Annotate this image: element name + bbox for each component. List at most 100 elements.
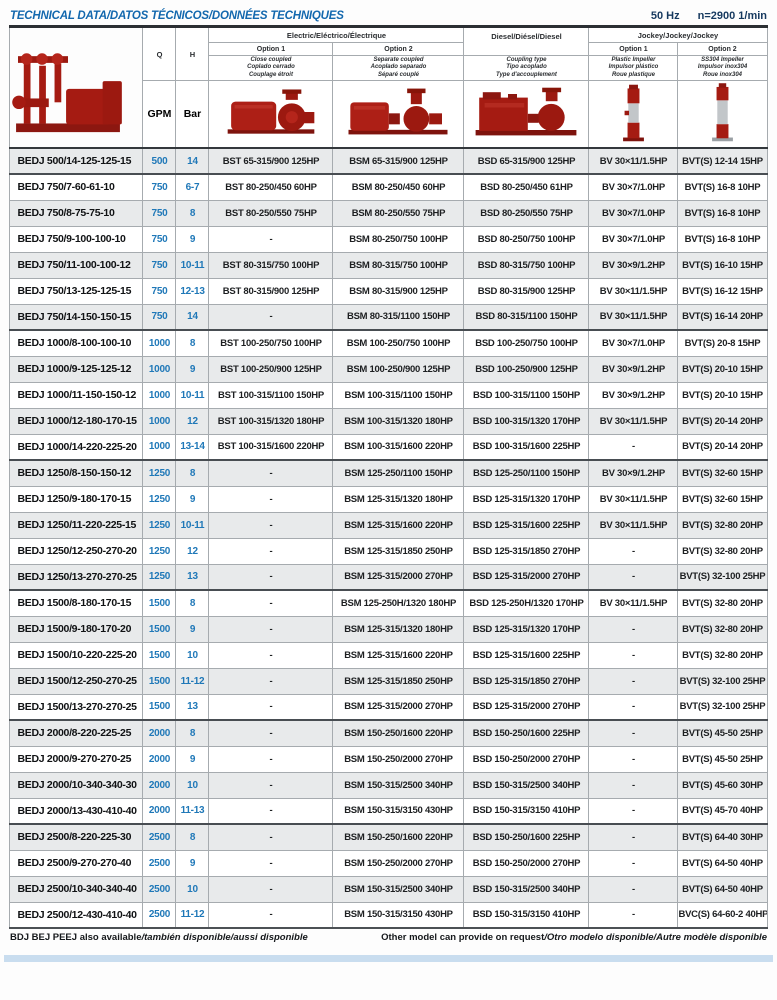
electric-separate-coupled-cell: BSM 80-315/1100 150HP	[332, 303, 465, 331]
electric-close-coupled-cell: BST 100-250/750 100HP	[208, 329, 334, 357]
jockey-option1-cell: -	[588, 875, 679, 903]
electric-close-coupled-cell: -	[208, 459, 334, 487]
electric-close-coupled-cell: -	[208, 537, 334, 565]
electric-separate-coupled-cell: BSM 80-315/750 100HP	[332, 251, 465, 279]
technical-data-table: Q H Electric/Eléctrico/Électrique Diesel…	[9, 25, 768, 929]
diesel-cell: BSD 80-315/900 125HP	[463, 277, 590, 305]
footnote-right-alt: /Otro modelo disponible/Autre modèle dis…	[544, 932, 767, 943]
table-body: BEDJ 500/14-125-125-15 500 14 BST 65-315…	[9, 147, 768, 929]
footnote-left: BDJ BEJ PEEJ also available/también disp…	[10, 932, 308, 943]
jockey-option2-cell: BVT(S) 32-80 20HP	[677, 537, 768, 565]
electric-separate-coupled-cell: BSM 150-250/1600 220HP	[332, 719, 465, 747]
head-cell: 9	[175, 355, 210, 383]
table-row: BEDJ 2000/9-270-270-25 2000 9 - BSM 150-…	[9, 745, 768, 773]
model-cell: BEDJ 1500/8-180-170-15	[9, 589, 144, 617]
electric-separate-coupled-cell: BSM 80-250/450 60HP	[332, 173, 465, 201]
electric-close-coupled-cell: -	[208, 225, 334, 253]
diesel-cell: BSD 125-315/2000 270HP	[463, 563, 590, 591]
jockey-option1-cell: BV 30×7/1.0HP	[588, 199, 679, 227]
diesel-cell: BSD 80-250/450 61HP	[463, 173, 590, 201]
flow-cell: 1000	[142, 381, 177, 409]
jockey-option2-cell: BVT(S) 32-80 20HP	[677, 641, 768, 669]
electric-separate-coupled-cell: BSM 125-315/1600 220HP	[332, 641, 465, 669]
flow-cell: 750	[142, 225, 177, 253]
bottom-divider-bar	[4, 955, 773, 962]
model-cell: BEDJ 1250/12-250-270-20	[9, 537, 144, 565]
footnote: BDJ BEJ PEEJ also available/también disp…	[10, 932, 767, 943]
diesel-cell: BSD 100-250/900 125HP	[463, 355, 590, 383]
q-column-header: Q	[142, 26, 177, 81]
model-cell: BEDJ 1000/12-180-170-15	[9, 407, 144, 435]
footnote-left-alt: /también disponible/aussi disponible	[141, 932, 308, 943]
head-cell: 14	[175, 303, 210, 331]
electric-separate-coupled-cell: BSM 125-250H/1320 180HP	[332, 589, 465, 617]
table-row: BEDJ 750/14-150-150-15 750 14 - BSM 80-3…	[9, 303, 768, 331]
electric-close-coupled-cell: -	[208, 823, 334, 851]
table-row: BEDJ 2500/12-430-410-40 2500 11-12 - BSM…	[9, 901, 768, 929]
model-cell: BEDJ 1500/12-250-270-25	[9, 667, 144, 695]
jockey-option1-cell: BV 30×9/1.2HP	[588, 381, 679, 409]
electric-close-coupled-cell: -	[208, 849, 334, 877]
jockey-option2-cell: BVT(S) 45-50 25HP	[677, 745, 768, 773]
close-coupled-pump-image	[227, 88, 315, 134]
head-cell: 11-13	[175, 797, 210, 825]
electric-separate-coupled-cell: BSM 125-315/1600 220HP	[332, 511, 465, 539]
model-cell: BEDJ 1250/13-270-270-25	[9, 563, 144, 591]
table-row: BEDJ 1250/9-180-170-15 1250 9 - BSM 125-…	[9, 485, 768, 513]
model-cell: BEDJ 1250/11-220-225-15	[9, 511, 144, 539]
jockey-option2-cell: BVT(S) 20-8 15HP	[677, 329, 768, 357]
jockey-option1-cell: BV 30×11/1.5HP	[588, 485, 679, 513]
jockey-option1-cell: BV 30×7/1.0HP	[588, 225, 679, 253]
jockey-option2-header: Option 2	[677, 42, 768, 56]
flow-cell: 750	[142, 173, 177, 201]
flow-cell: 1250	[142, 485, 177, 513]
flow-cell: 2000	[142, 771, 177, 799]
electric-separate-coupled-cell: BSM 125-315/2000 270HP	[332, 693, 465, 721]
head-cell: 13	[175, 693, 210, 721]
head-cell: 10-11	[175, 511, 210, 539]
head-cell: 10-11	[175, 381, 210, 409]
electric-option2-header: Option 2	[332, 42, 465, 56]
jockey-option1-cell: -	[588, 901, 679, 929]
diesel-engine-pump-image	[476, 87, 577, 135]
diesel-cell: BSD 125-315/2000 270HP	[463, 693, 590, 721]
footnote-right-text: Other model can provide on request	[381, 932, 545, 943]
electric-separate-coupled-cell: BSM 125-315/1320 180HP	[332, 615, 465, 643]
electric-option1-image-cell	[208, 80, 334, 149]
jockey-option1-cell: BV 30×11/1.5HP	[588, 277, 679, 305]
table-row: BEDJ 2500/10-340-340-40 2500 10 - BSM 15…	[9, 875, 768, 903]
jockey-option1-image-cell	[588, 80, 679, 149]
speed-label: n=2900 1/min	[697, 10, 767, 22]
table-row: BEDJ 2500/9-270-270-40 2500 9 - BSM 150-…	[9, 849, 768, 877]
head-cell: 14	[175, 147, 210, 175]
electric-close-coupled-cell: -	[208, 667, 334, 695]
electric-separate-coupled-cell: BSM 150-315/2500 340HP	[332, 875, 465, 903]
diesel-cell: BSD 100-315/1600 225HP	[463, 433, 590, 461]
electric-separate-coupled-cell: BSM 100-250/750 100HP	[332, 329, 465, 357]
head-cell: 9	[175, 485, 210, 513]
table-row: BEDJ 750/13-125-125-15 750 12-13 BST 80-…	[9, 277, 768, 305]
head-cell: 12	[175, 537, 210, 565]
q-unit-label: GPM	[142, 80, 177, 149]
jockey-option1-cell: -	[588, 537, 679, 565]
jockey-option1-cell: -	[588, 797, 679, 825]
head-cell: 8	[175, 823, 210, 851]
flow-cell: 1000	[142, 329, 177, 357]
head-cell: 9	[175, 615, 210, 643]
table-row: BEDJ 750/8-75-75-10 750 8 BST 80-250/550…	[9, 199, 768, 227]
diesel-cell: BSD 125-315/1850 270HP	[463, 667, 590, 695]
flow-cell: 1250	[142, 563, 177, 591]
table-row: BEDJ 1500/10-220-225-20 1500 10 - BSM 12…	[9, 641, 768, 669]
electric-close-coupled-cell: BST 100-315/1600 220HP	[208, 433, 334, 461]
h-unit-label: Bar	[175, 80, 210, 149]
jockey-option1-cell: BV 30×11/1.5HP	[588, 407, 679, 435]
table-row: BEDJ 1500/9-180-170-20 1500 9 - BSM 125-…	[9, 615, 768, 643]
jockey-option2-cell: BVT(S) 16-14 20HP	[677, 303, 768, 331]
head-cell: 10	[175, 771, 210, 799]
flow-cell: 750	[142, 251, 177, 279]
diesel-image-cell	[463, 80, 590, 149]
jockey-option2-cell: BVT(S) 32-60 15HP	[677, 459, 768, 487]
table-row: BEDJ 1250/12-250-270-20 1250 12 - BSM 12…	[9, 537, 768, 565]
jockey-option1-cell: BV 30×11/1.5HP	[588, 511, 679, 539]
electric-separate-coupled-cell: BSM 80-315/900 125HP	[332, 277, 465, 305]
